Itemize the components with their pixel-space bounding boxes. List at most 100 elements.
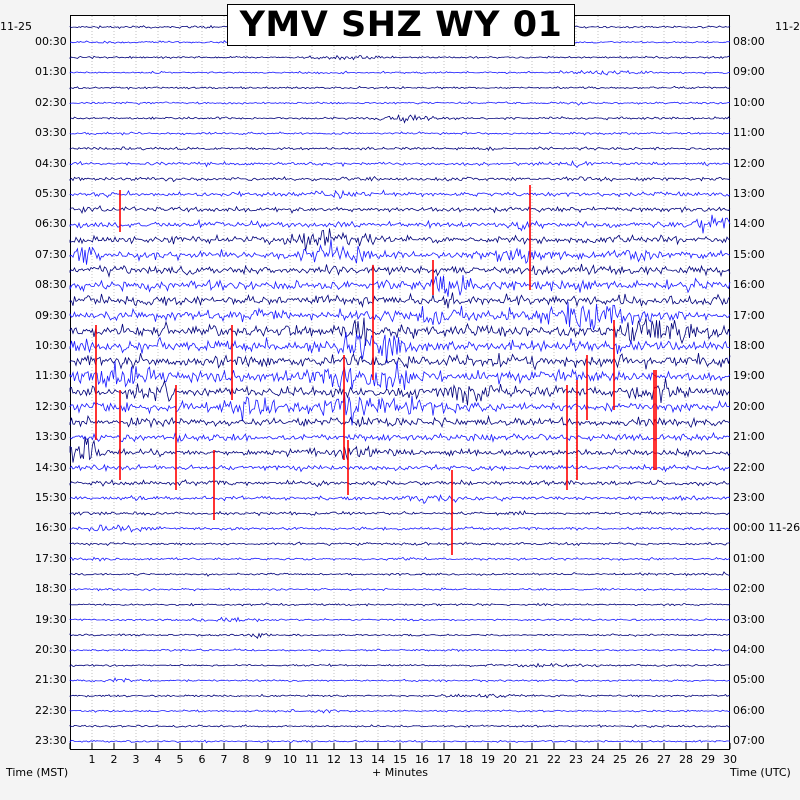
- left-time-tick: 22:30: [35, 703, 67, 717]
- right-time-tick: 20:00: [733, 399, 765, 413]
- right-date-label: 11-2: [775, 20, 800, 33]
- left-date-label: 11-25: [0, 20, 32, 33]
- right-time-tick: 23:00: [733, 491, 765, 504]
- x-tick-label: 11: [305, 753, 319, 766]
- x-tick-label: 16: [415, 753, 429, 766]
- right-time-tick: 02:00: [733, 582, 765, 596]
- x-tick-label: 22: [547, 753, 561, 766]
- x-tick-label: 25: [613, 753, 627, 766]
- trace-line: [69, 85, 731, 90]
- left-time-tick: 03:30: [35, 126, 67, 140]
- left-time-tick: 13:30: [35, 430, 67, 444]
- x-tick-label: 4: [154, 753, 162, 766]
- right-time-tick: 03:00: [733, 612, 765, 626]
- x-tick-label: 9: [264, 753, 272, 766]
- trace-line: [69, 302, 731, 331]
- trace-line: [69, 146, 731, 152]
- trace-line: [69, 662, 731, 668]
- trace-line: [69, 739, 731, 744]
- x-tick-label: 15: [393, 753, 407, 766]
- right-time-tick: 22:00: [733, 460, 765, 474]
- trace-line: [69, 479, 731, 488]
- left-time-tick: 15:30: [35, 491, 67, 504]
- right-time-tick: 00:00 11-26: [733, 521, 800, 535]
- left-time-tick: 02:30: [35, 95, 67, 109]
- trace-line: [69, 708, 731, 714]
- trace-line: [69, 332, 731, 363]
- x-tick-label: 3: [132, 753, 140, 766]
- trace-line: [69, 632, 731, 639]
- right-time-tick: 05:00: [733, 673, 765, 687]
- right-axis-label: Time (UTC): [730, 766, 791, 779]
- left-time-tick: 17:30: [35, 551, 67, 565]
- right-time-tick: 15:00: [733, 247, 765, 261]
- x-tick-label: 21: [525, 753, 539, 766]
- right-time-tick: 14:00: [733, 217, 765, 231]
- left-time-tick: 06:30: [35, 217, 67, 231]
- right-time-tick: 19:00: [733, 369, 765, 383]
- left-time-tick: 19:30: [35, 612, 67, 626]
- left-time-tick: 16:30: [35, 521, 67, 535]
- trace-line: [69, 693, 731, 699]
- left-time-tick: 11:30: [35, 369, 67, 383]
- right-time-tick: 10:00: [733, 95, 765, 109]
- trace-line: [69, 509, 731, 517]
- right-time-tick: 21:00: [733, 430, 765, 444]
- x-tick-label: 12: [327, 753, 341, 766]
- chart-title: YMV SHZ WY 01: [239, 5, 563, 45]
- trace-line: [69, 648, 731, 653]
- trace-line: [69, 677, 731, 683]
- x-tick-label: 1: [88, 753, 96, 766]
- x-tick-label: 10: [283, 753, 297, 766]
- trace-line: [69, 69, 731, 76]
- trace-line: [69, 189, 731, 200]
- x-tick-label: 26: [635, 753, 649, 766]
- x-tick-label: 19: [481, 753, 495, 766]
- trace-line: [69, 113, 731, 124]
- trace-line: [69, 54, 730, 61]
- trace-line: [69, 556, 731, 562]
- trace-line: [69, 378, 731, 406]
- left-time-tick: 05:30: [35, 187, 67, 200]
- trace-line: [69, 524, 731, 533]
- trace-line: [69, 205, 731, 214]
- left-time-tick: 00:30: [35, 35, 67, 48]
- x-tick-label: 23: [569, 753, 583, 766]
- left-time-tick: 09:30: [35, 308, 67, 322]
- left-time-tick: 08:30: [35, 278, 67, 292]
- right-time-tick: 12:00: [733, 156, 765, 170]
- right-time-tick: 08:00: [733, 35, 765, 48]
- trace-line: [69, 101, 731, 106]
- right-time-tick: 11:00: [733, 126, 765, 140]
- trace-line: [69, 463, 731, 473]
- x-tick-label: 20: [503, 753, 517, 766]
- trace-line: [69, 275, 731, 297]
- trace-line: [69, 263, 731, 278]
- trace-line: [69, 159, 731, 169]
- trace-line: [69, 602, 731, 607]
- right-time-tick: 13:00: [733, 187, 765, 200]
- trace-line: [69, 131, 731, 136]
- x-tick-label: 27: [657, 753, 671, 766]
- trace-line: [69, 360, 731, 391]
- left-time-tick: 04:30: [35, 156, 67, 170]
- trace-line: [69, 239, 731, 265]
- trace-line: [69, 352, 731, 371]
- title-box: YMV SHZ WY 01: [227, 4, 575, 46]
- right-time-tick: 18:00: [733, 339, 765, 352]
- trace-line: [69, 571, 730, 577]
- x-tick-label: 7: [220, 753, 228, 766]
- x-tick-label: 8: [242, 753, 250, 766]
- left-time-tick: 07:30: [35, 247, 67, 261]
- right-time-tick: 16:00: [733, 278, 765, 292]
- x-tick-label: 17: [437, 753, 451, 766]
- right-time-tick: 01:00: [733, 551, 765, 565]
- x-tick-label: 14: [371, 753, 385, 766]
- trace-line: [69, 587, 731, 592]
- x-tick-label: 18: [459, 753, 473, 766]
- x-axis-label: + Minutes: [372, 766, 429, 779]
- right-time-tick: 17:00: [733, 308, 765, 322]
- trace-line: [69, 724, 731, 729]
- x-tick-label: 24: [591, 753, 605, 766]
